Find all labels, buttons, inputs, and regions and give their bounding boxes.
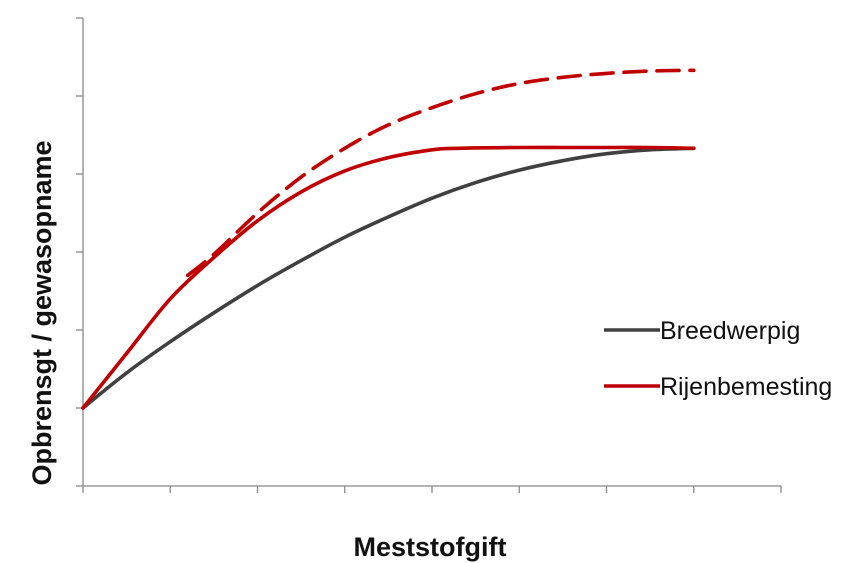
series-line-rijenbemesting xyxy=(81,145,696,410)
legend-entry-rijenbemesting: Rijenbemesting xyxy=(604,373,832,401)
series-line-dashed-2 xyxy=(185,68,696,278)
x-axis-title: Meststofgift xyxy=(354,532,507,562)
legend-entry-breedwerpig: Breedwerpig xyxy=(604,317,800,345)
x-ticks xyxy=(82,486,782,493)
plot-lines xyxy=(81,68,696,410)
series-line-breedwerpig xyxy=(81,146,696,410)
y-axis-title: Opbrensgt / gewasopname xyxy=(27,140,57,485)
axes xyxy=(76,17,782,493)
legend: Breedwerpig Rijenbemesting xyxy=(604,317,832,401)
y-ticks xyxy=(76,17,83,487)
legend-label-rijenbemesting: Rijenbemesting xyxy=(660,373,832,401)
legend-label-breedwerpig: Breedwerpig xyxy=(660,317,800,345)
